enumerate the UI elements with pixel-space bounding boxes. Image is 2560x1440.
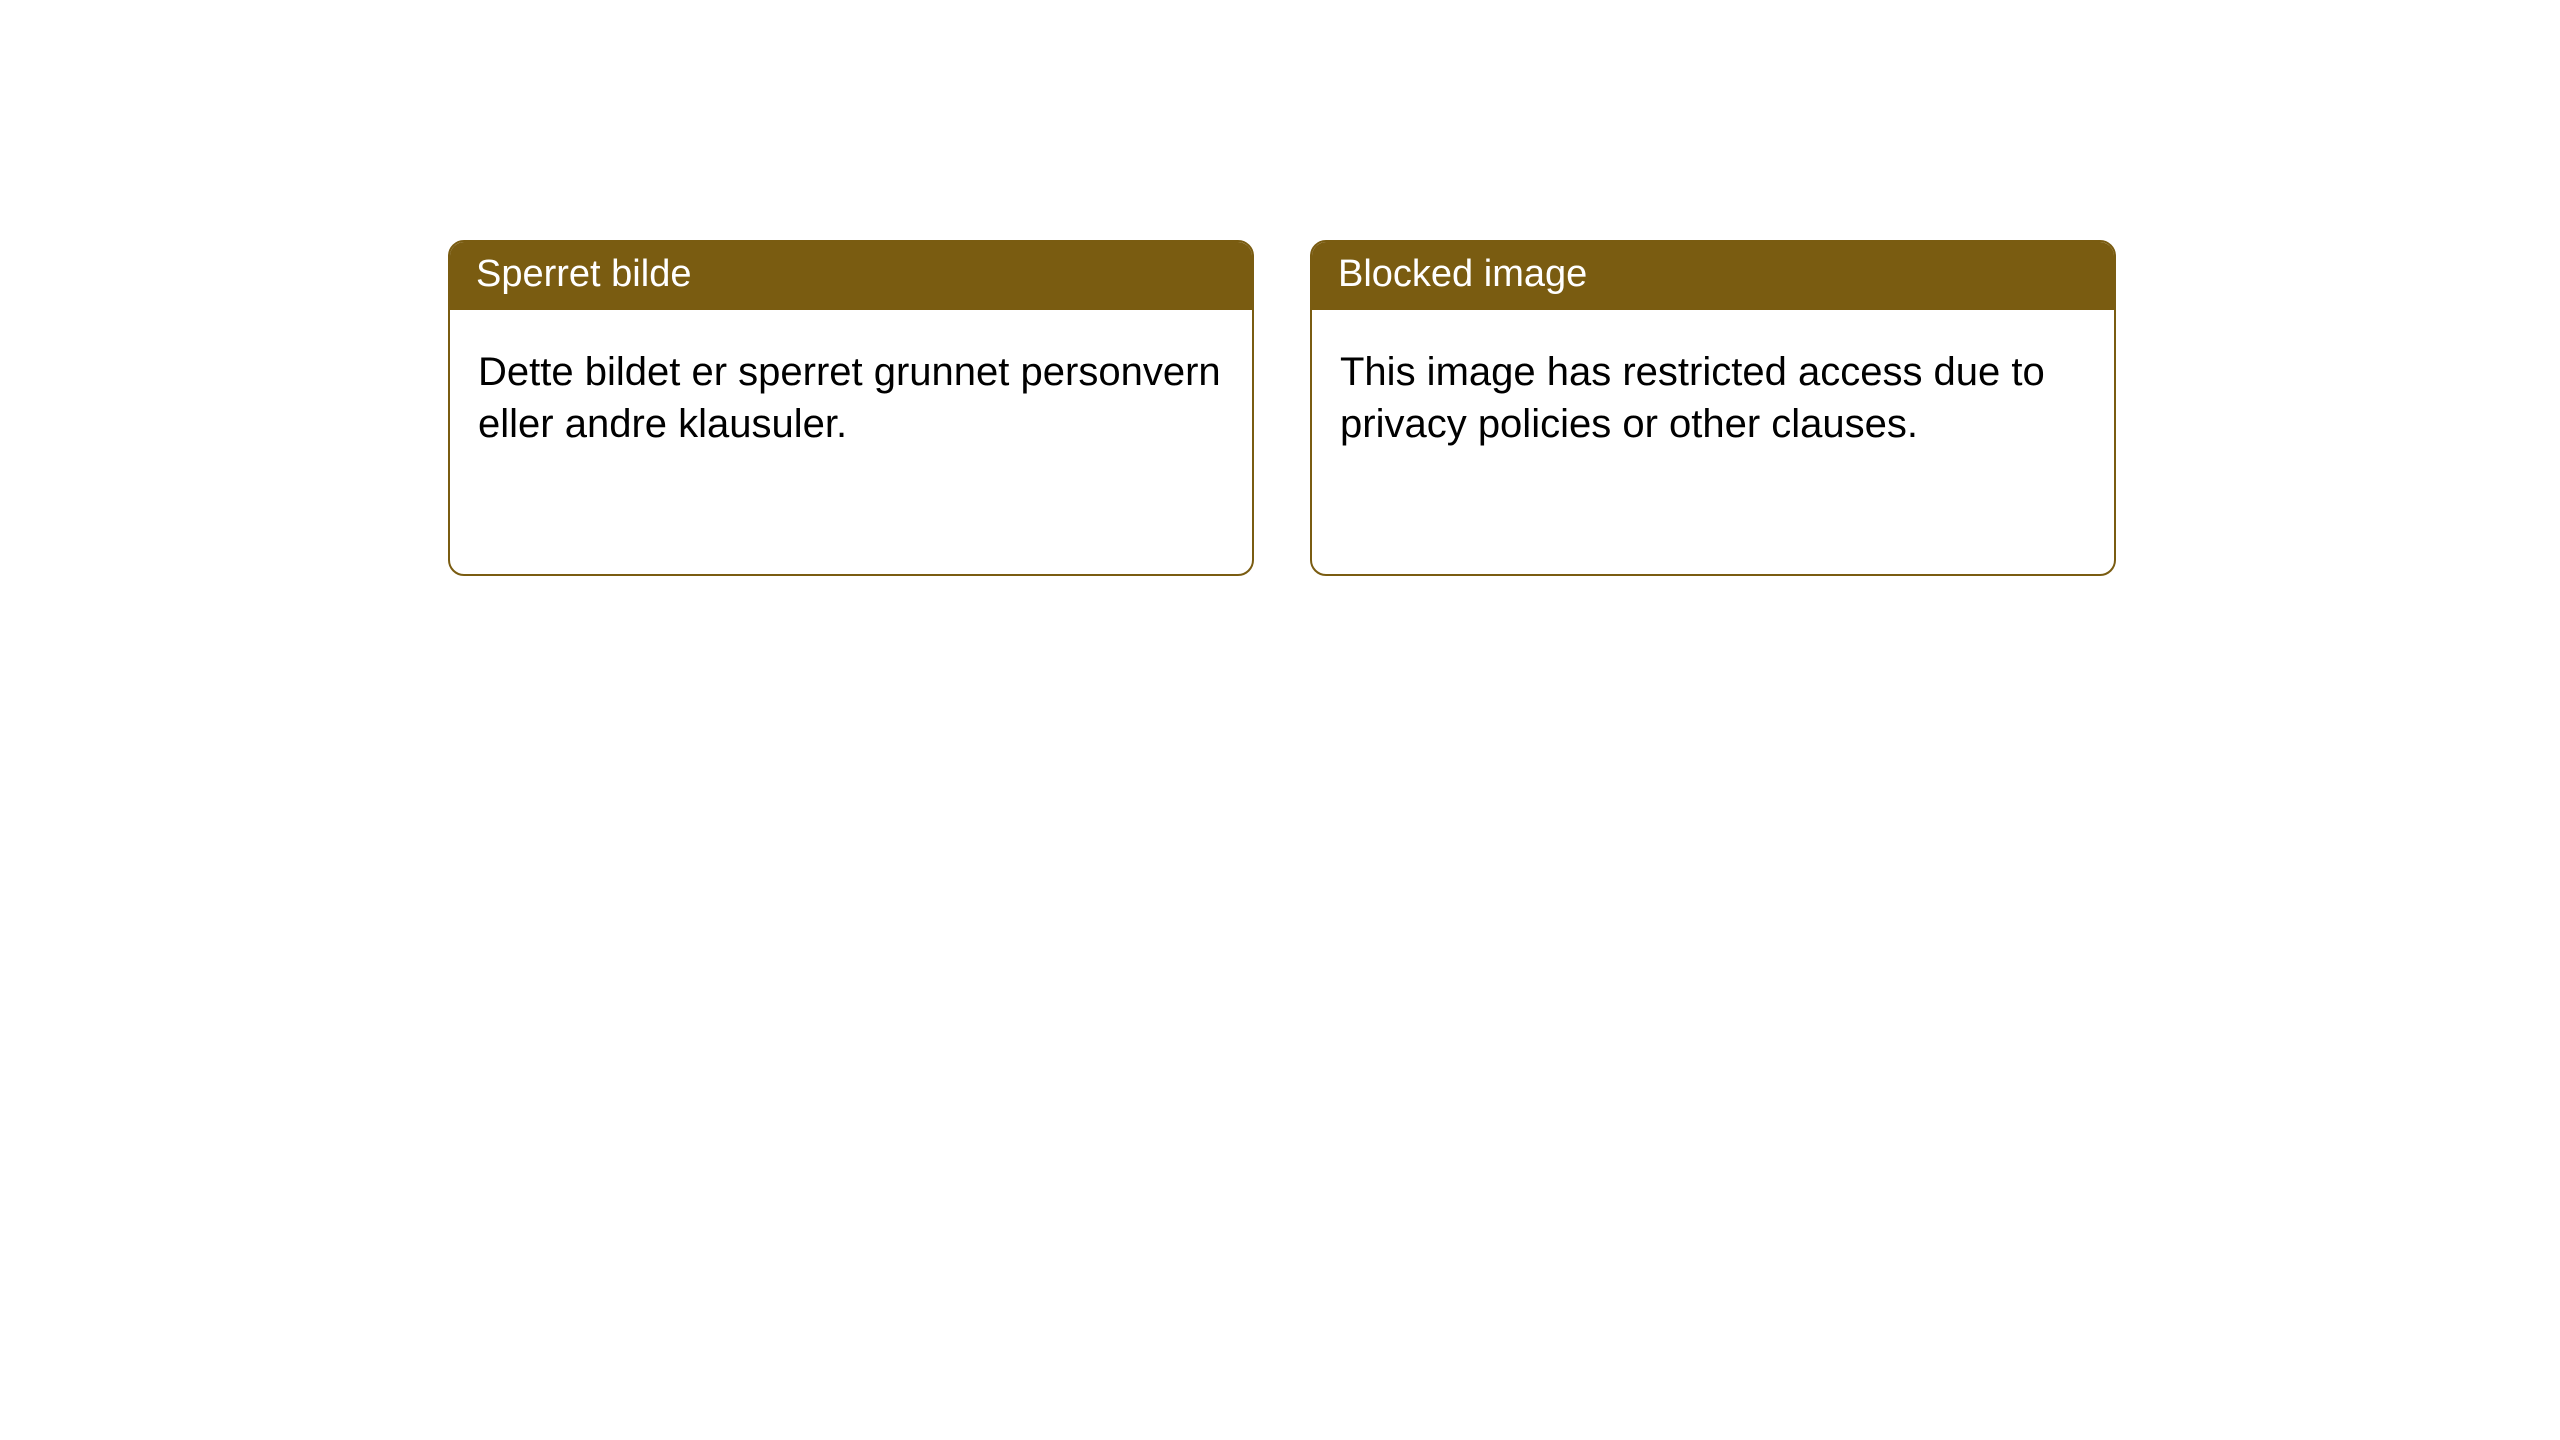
notice-card-norwegian: Sperret bilde Dette bildet er sperret gr… bbox=[448, 240, 1254, 576]
card-header: Blocked image bbox=[1312, 242, 2114, 310]
notice-container: Sperret bilde Dette bildet er sperret gr… bbox=[0, 0, 2560, 576]
notice-card-english: Blocked image This image has restricted … bbox=[1310, 240, 2116, 576]
card-body: This image has restricted access due to … bbox=[1312, 310, 2114, 488]
card-header: Sperret bilde bbox=[450, 242, 1252, 310]
card-body: Dette bildet er sperret grunnet personve… bbox=[450, 310, 1252, 488]
